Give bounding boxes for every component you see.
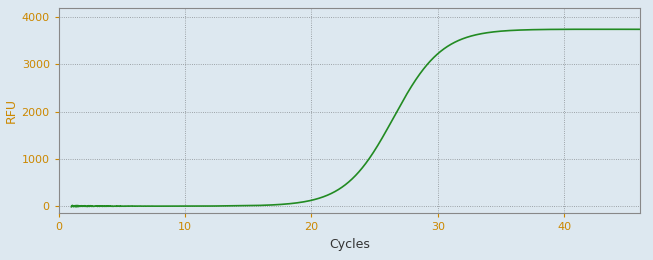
Y-axis label: RFU: RFU — [5, 98, 18, 123]
X-axis label: Cycles: Cycles — [329, 238, 370, 251]
